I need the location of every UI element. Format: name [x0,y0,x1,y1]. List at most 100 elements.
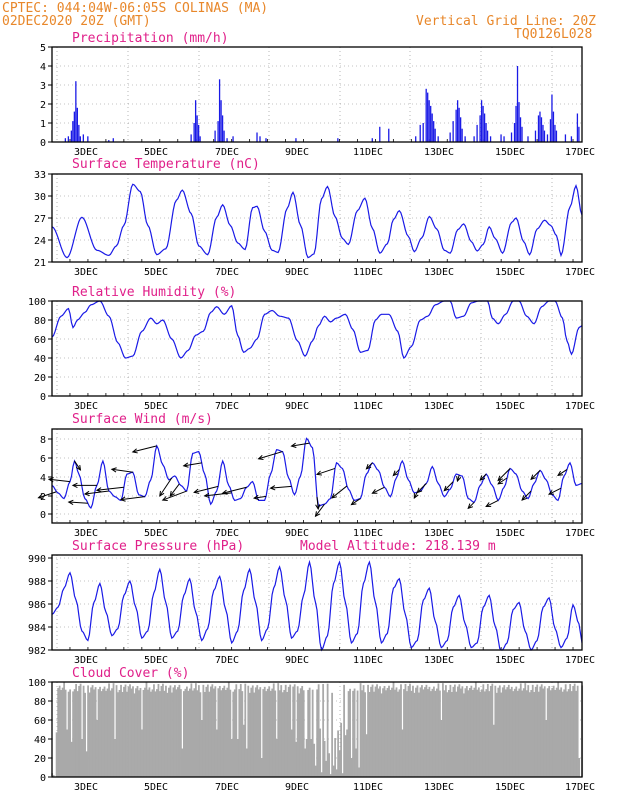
wind-arrow [366,462,373,470]
cloud-bar [495,692,498,777]
cloud-bar [242,724,245,777]
precip-xtick-label: 11DEC [353,147,383,158]
cloud-bar [132,686,134,777]
wind-arrowhead [75,464,82,471]
cloud-bar [169,685,172,777]
cloud-bar [322,683,325,777]
cloud-bar [118,689,121,777]
cloud-bar [383,685,386,777]
panel-pressure: Surface Pressure (hPa) Model Altitude: 2… [72,539,496,554]
cloud-bar [223,685,226,777]
cloud-bar [569,683,572,777]
cloud-bar [102,688,104,777]
wind-arrow [68,501,88,504]
precip-bar [64,138,67,142]
cloud-bar [439,690,441,777]
cloud-bar [244,683,247,777]
cloud-bar [367,684,369,777]
precip-bar [415,136,417,142]
model-altitude: Model Altitude: 218.139 m [300,539,496,554]
cloud-bar [513,688,516,777]
precip-bar [220,100,222,142]
cloud-bar [129,684,131,777]
wind-arrowhead [485,502,492,507]
wind-arrowhead [95,487,102,493]
pres-series-line [51,559,583,652]
precip-bar [72,121,74,142]
cloud-bar [350,758,353,777]
wind-arrowhead [203,492,210,499]
precip-bar [464,136,466,142]
cloud-bar [247,685,250,777]
temp-axes: 21 24 27 30 33 3DEC 5DEC 7DEC 9DEC 11DEC 13DEC 15DE… [34,170,595,278]
cloud-bar [138,690,140,777]
wind-arrow [316,467,336,475]
cloud-bar [181,748,184,777]
cloud-bar [61,687,64,777]
temp-frame [51,173,583,263]
wind-xtick-label: 7DEC [215,528,239,539]
cloud-bar [66,729,69,777]
precip-bar [570,136,573,142]
cloud-bar [358,767,360,777]
cloud-bar [386,687,389,777]
cloud-bar [307,689,310,777]
cloud-bar [69,689,72,777]
wind-arrowhead [269,485,276,491]
cloud-bar [272,683,275,777]
wind-arrow [316,496,319,510]
pres-xtick-label: 13DEC [424,655,454,666]
precip-bar [87,136,89,142]
cloud-bar [473,687,476,777]
wind-arrowhead [83,490,90,497]
cloud-bar [206,684,209,777]
cloud-bar [545,720,548,777]
cloud-bar [448,689,450,777]
cloud-bar [302,690,305,777]
wind-arrow [74,460,81,471]
wind-arrow [183,462,202,467]
precip-bar [485,123,487,142]
cloud-bar [85,751,88,777]
cloud-bar [257,689,260,777]
cloud-bar [203,691,206,777]
cloud-bar [178,684,181,777]
cloud-bar [344,735,347,777]
wind-ytick-label: 8 [40,435,46,446]
pres-ytick-label: 984 [28,623,46,634]
cloud-bar [296,686,299,777]
wind-arrow [204,492,232,497]
pressure-title: Surface Pressure (hPa) [72,539,244,554]
wind-arrow [497,468,511,481]
cloud-bar [316,689,319,777]
cloud-bar [337,730,340,777]
cloud-bar [284,684,287,777]
cloud-bar [558,689,561,777]
rh-ytick-label: 80 [34,316,46,327]
precip-bar [543,130,546,142]
precip-bar [226,138,228,142]
wind-arrowhead [315,504,321,511]
cloud-bar [150,691,152,777]
cloud-bar [265,691,268,777]
temp-ytick-label: 27 [34,214,46,225]
cloud-bar [506,687,509,777]
precip-bar [428,100,430,142]
cloud-bar [217,688,220,777]
precip-bar [265,138,267,142]
cloud-bar [531,684,534,777]
cloud-bar [78,685,80,777]
cloud-bar [410,690,413,777]
cloud-bar [174,685,176,777]
cloud-bar [106,688,109,777]
cloud-bar [165,685,167,777]
pres-axes: 982 984 986 988 990 3DEC 5DEC 7DEC 9DEC 11DEC 13DE… [28,554,595,666]
cloud-bar [433,686,435,777]
cloud-bar [362,685,365,777]
wind-ytick-label: 0 [40,510,46,521]
wind-arrow [194,485,219,493]
wind-arrowhead [365,463,372,470]
cloud-bar [196,690,199,777]
pres-xtick-label: 5DEC [144,655,168,666]
temp-series-line [51,183,583,259]
